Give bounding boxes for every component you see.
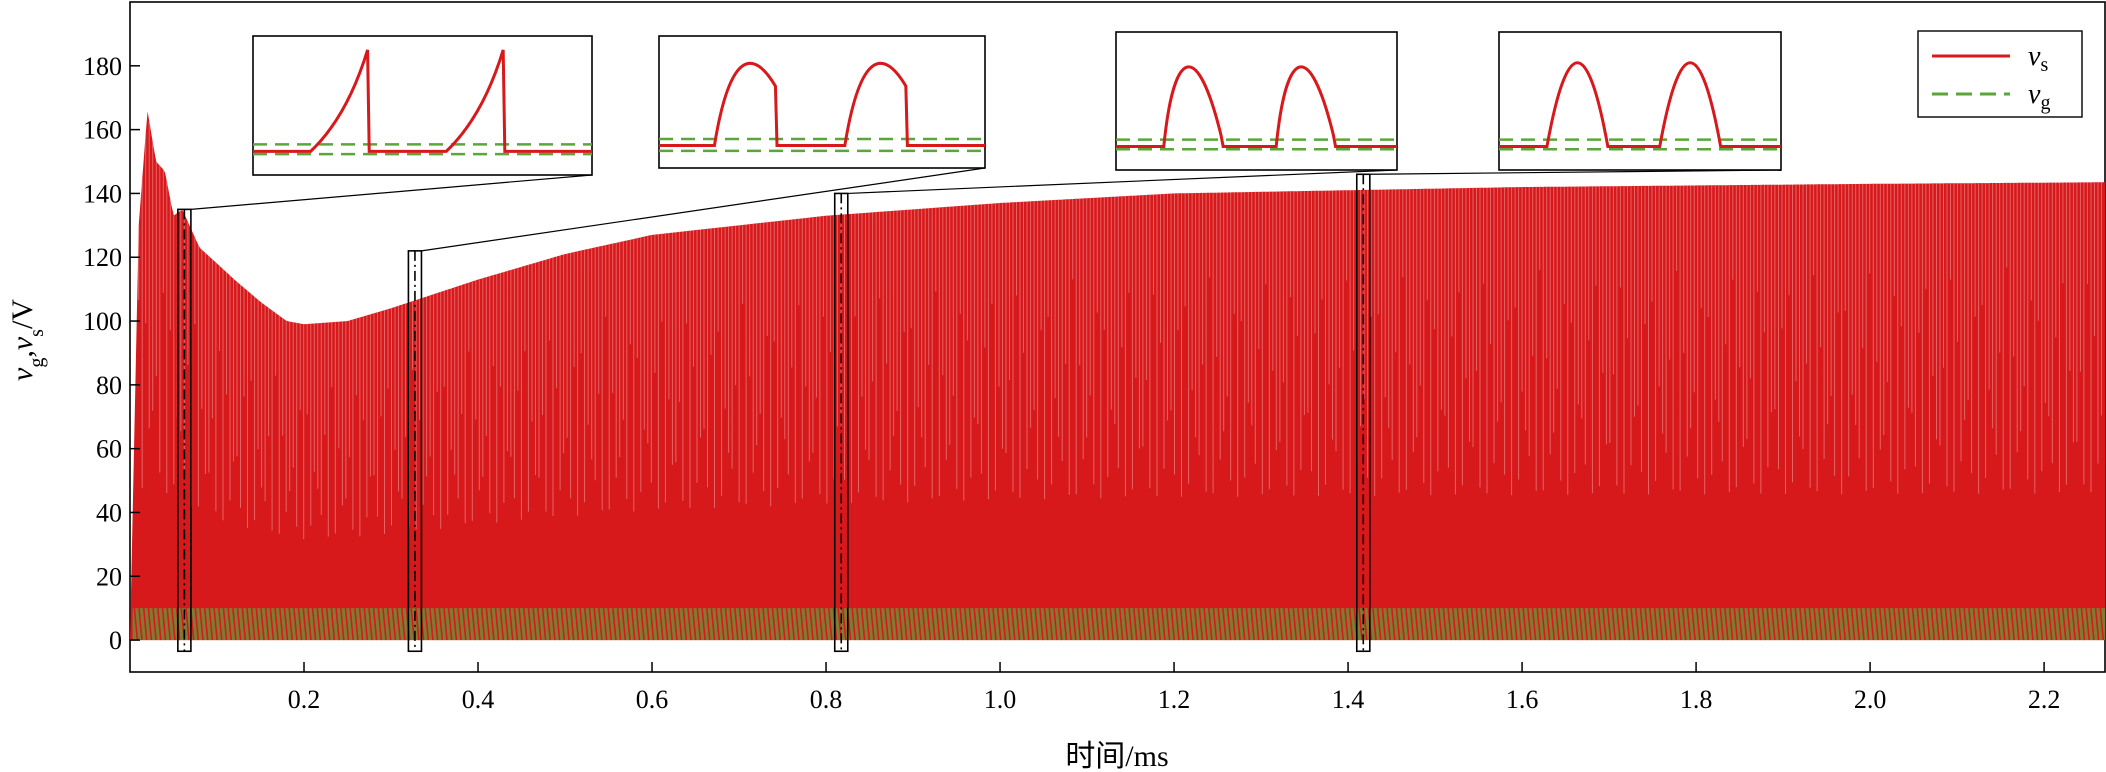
y-axis-label-part: /V [6,299,39,329]
x-tick-label: 2.0 [1854,685,1887,714]
zoom-connector-2 [421,167,986,252]
x-tick-label: 0.4 [462,685,495,714]
y-axis-label-part: g [26,358,48,368]
y-axis-label-part: s [26,329,48,337]
x-tick-label: 1.6 [1506,685,1539,714]
y-tick-label: 40 [96,498,122,527]
x-tick-label: 2.2 [2028,685,2061,714]
vs-pulses-over-vg [133,608,2105,641]
y-axis-label: vg,vs/V [6,299,48,381]
x-tick-label: 0.6 [636,685,669,714]
legend-label-sub: g [2040,92,2050,114]
y-axis-label-part: v [6,336,39,350]
vs-oscillation [138,121,2102,539]
y-tick-label: 100 [83,307,122,336]
y-tick-label: 180 [83,52,122,81]
inset-vs-2 [659,61,985,148]
legend-label-sub: s [2040,54,2048,76]
y-tick-label: 140 [83,179,122,208]
inset-vs-4 [1499,61,1781,149]
y-tick-label: 80 [96,371,122,400]
inset-1 [252,35,593,176]
series-layer [130,111,2105,641]
ticks-layer: 0.2 0.4 0.6 0.8 1.0 1.2 1.4 1.6 1.8 2.0 2.2 0 20 40 60… [83,52,2060,714]
zoom-connector-3 [847,169,1398,195]
x-tick-label: 0.2 [288,685,321,714]
x-tick-label: 0.8 [810,685,843,714]
legend-label-base: v [2028,41,2041,72]
y-tick-label: 160 [83,116,122,145]
y-tick-label: 20 [96,562,122,591]
y-tick-label: 0 [109,626,122,655]
legend-label-2: vg [2028,79,2050,114]
y-tick-label: 60 [96,435,122,464]
legend-label-1: vs [2028,41,2048,76]
x-tick-label: 1.0 [984,685,1017,714]
inset-layer [252,31,1782,176]
legend-label-base: v [2028,79,2041,110]
legend-frame [1917,30,2083,118]
inset-3 [1115,31,1398,171]
x-axis-label: 时间/ms [1065,740,1168,772]
inset-2 [658,35,986,169]
x-tick-label: 1.8 [1680,685,1713,714]
inset-frame-2 [658,35,986,169]
y-axis-label-part: , [6,350,39,358]
y-tick-label: 120 [83,243,122,272]
inset-vs-3 [1116,65,1397,149]
y-axis-label-part: v [6,367,39,381]
inset-vs-1 [253,49,592,153]
x-tick-label: 1.4 [1332,685,1365,714]
inset-4 [1498,31,1782,171]
zoom-connector-1 [190,174,593,210]
x-tick-label: 1.2 [1158,685,1191,714]
